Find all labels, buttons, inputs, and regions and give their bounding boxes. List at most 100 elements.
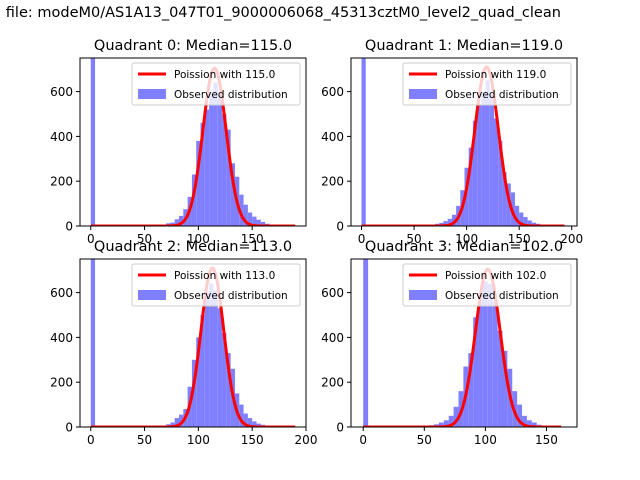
axes-frame xyxy=(79,57,307,227)
histogram-bar xyxy=(204,109,210,226)
legend-poisson-label: Poission with 119.0 xyxy=(445,69,546,81)
x-tick-label: 0 xyxy=(87,433,95,447)
histogram-bar xyxy=(200,122,205,226)
histogram-bar xyxy=(252,421,257,427)
histogram-bar xyxy=(443,221,448,226)
histogram-bar xyxy=(523,217,528,226)
figure-title: n file: modeM0/AS1A13_047T01_9000006068_… xyxy=(0,4,640,26)
legend-observed-swatch xyxy=(409,290,437,300)
legend-observed-label: Observed distribution xyxy=(445,290,559,302)
y-tick-label: 200 xyxy=(321,175,344,189)
histogram-bar xyxy=(477,105,482,226)
y-tick-label: 600 xyxy=(50,286,73,300)
histogram-bar xyxy=(451,214,457,226)
legend-poisson-label: Poission with 115.0 xyxy=(174,69,275,81)
y-tick-label: 400 xyxy=(50,130,73,144)
zero-spike-bar xyxy=(361,58,366,226)
histogram-bar xyxy=(260,221,266,226)
histogram-bar xyxy=(200,315,205,427)
histogram-bar xyxy=(447,218,452,226)
y-tick-label: 600 xyxy=(321,286,344,300)
histogram-bar xyxy=(174,219,180,226)
histogram-bar xyxy=(502,350,508,427)
histogram-bar xyxy=(179,414,184,427)
x-tick-label: 150 xyxy=(241,433,264,447)
y-tick-label: 600 xyxy=(321,85,344,99)
legend: Poission with 113.0 Observed distribution xyxy=(131,263,301,307)
histogram-bar xyxy=(191,359,197,427)
subplot-title: Quadrant 1: Median=119.0 xyxy=(365,38,563,54)
histogram-bar xyxy=(191,174,197,226)
y-tick-label: 0 xyxy=(336,220,344,234)
histogram-bar xyxy=(226,129,231,226)
histogram-bar xyxy=(438,422,444,427)
y-tick-label: 200 xyxy=(50,175,73,189)
histogram-bar xyxy=(485,80,490,226)
x-tick-label: 0 xyxy=(359,433,367,447)
y-tick-label: 200 xyxy=(50,376,73,390)
histogram-bar xyxy=(196,337,201,427)
histogram-bar xyxy=(209,283,214,427)
figure-title-text: n file: modeM0/AS1A13_047T01_9000006068_… xyxy=(0,5,561,21)
y-tick-label: 400 xyxy=(50,331,73,345)
legend: Poission with 115.0 Observed distribution xyxy=(131,62,301,106)
histogram-bar xyxy=(526,420,532,427)
histogram-bar xyxy=(482,281,488,427)
legend-observed-swatch xyxy=(409,89,437,99)
histogram-bar xyxy=(243,204,248,226)
y-tick-label: 600 xyxy=(50,85,73,99)
zero-spike-bar xyxy=(363,259,369,427)
legend: Poission with 102.0 Observed distribution xyxy=(402,263,572,307)
subplot-1: 0 50 100 150 200 0 200 400 600 Quadrant 1: Median… xyxy=(321,38,583,246)
histogram-bar xyxy=(473,317,479,427)
histogram-bar xyxy=(453,406,459,427)
x-tick-label: 0 xyxy=(358,232,366,246)
histogram-bar xyxy=(213,82,218,226)
plot-area xyxy=(90,259,296,427)
histogram-bar xyxy=(256,219,261,226)
x-tick-label: 50 xyxy=(406,232,421,246)
histogram-bar xyxy=(174,418,180,427)
histogram-bar xyxy=(247,212,253,226)
y-tick-label: 400 xyxy=(321,331,344,345)
x-tick-label: 150 xyxy=(535,433,558,447)
histogram-bar xyxy=(531,222,537,226)
y-tick-label: 0 xyxy=(336,421,344,435)
y-tick-label: 400 xyxy=(321,130,344,144)
axes-frame xyxy=(350,258,578,428)
histogram-bar xyxy=(464,167,469,226)
subplot-title: Quadrant 3: Median=102.0 xyxy=(365,239,563,255)
histogram-bar xyxy=(522,415,527,427)
subplot-title: Quadrant 0: Median=115.0 xyxy=(94,38,292,54)
histogram-bar xyxy=(468,353,474,427)
y-tick-label: 0 xyxy=(65,220,73,234)
histogram-bar xyxy=(478,292,483,427)
histogram-bar xyxy=(492,301,498,427)
x-tick-label: 200 xyxy=(295,433,318,447)
histogram-bar xyxy=(222,332,227,427)
histogram-bar xyxy=(179,215,184,226)
zero-spike-bar xyxy=(90,58,96,226)
histogram-bar xyxy=(247,418,253,427)
histogram-bar xyxy=(213,290,218,427)
histogram-bar xyxy=(497,330,503,427)
x-tick-label: 100 xyxy=(187,232,210,246)
legend-observed-swatch xyxy=(138,89,166,99)
zero-spike-bar xyxy=(90,259,96,427)
histogram-bar xyxy=(502,172,507,226)
x-tick-label: 50 xyxy=(137,433,152,447)
histogram-bar xyxy=(487,283,493,427)
legend-box xyxy=(402,62,572,106)
subplot-title: Quadrant 2: Median=113.0 xyxy=(94,239,292,255)
legend-observed-swatch xyxy=(138,290,166,300)
histogram-bar xyxy=(498,140,503,226)
legend-observed-label: Observed distribution xyxy=(174,290,288,302)
histogram-bar xyxy=(209,91,214,226)
x-tick-label: 150 xyxy=(508,232,531,246)
legend: Poission with 119.0 Observed distribution xyxy=(402,62,572,106)
histogram-bar xyxy=(519,212,524,226)
histogram-bar xyxy=(217,308,223,427)
axes-frame xyxy=(79,258,307,428)
y-tick-label: 200 xyxy=(321,376,344,390)
